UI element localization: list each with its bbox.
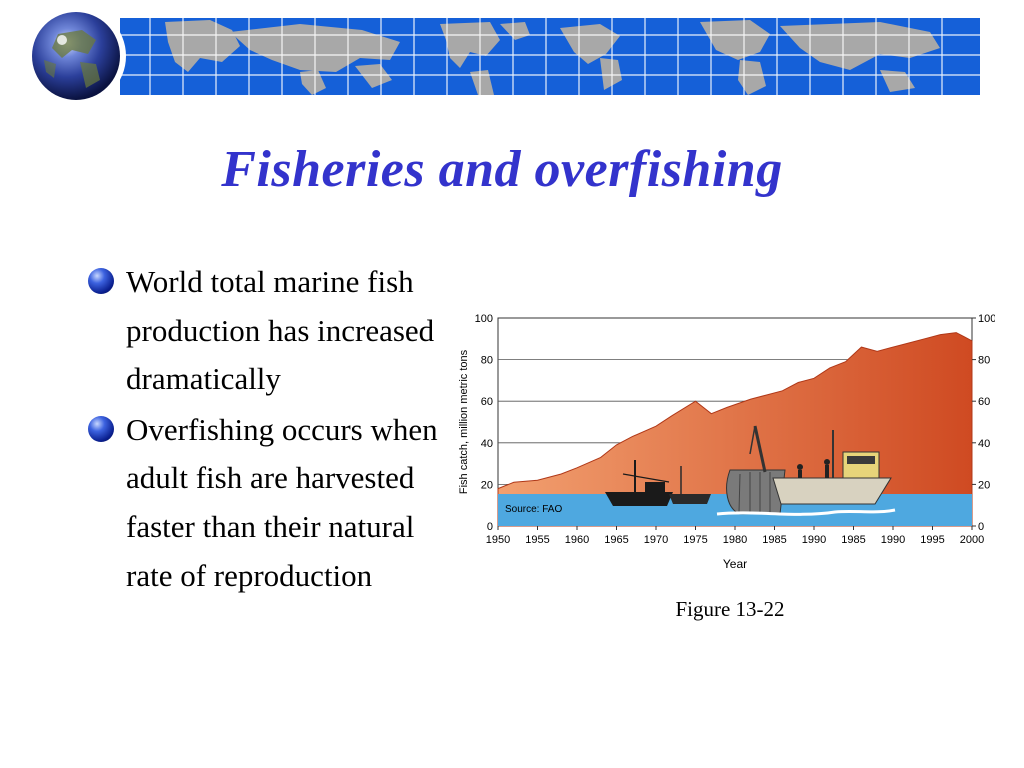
y-axis-left-ticks: 0 20 40 60 80 100 <box>475 314 493 533</box>
x-axis-label: Year <box>723 557 747 571</box>
x-axis-ticks: 1950 1955 1960 1965 1970 1975 1980 1985 1990 1985… <box>486 526 984 546</box>
x-tick-label: 1960 <box>565 534 589 546</box>
x-tick-label: 1965 <box>604 534 628 546</box>
x-tick-label: 1980 <box>723 534 747 546</box>
y-tick-label-left: 40 <box>481 438 493 450</box>
x-tick-label: 1985 <box>762 534 786 546</box>
y-tick-label-right: 20 <box>978 479 990 491</box>
globe-icon <box>32 12 120 100</box>
y-tick-label-left: 80 <box>481 355 493 367</box>
x-tick-label: 1985 <box>841 534 865 546</box>
fish-catch-chart: Source: FAO 0 20 40 60 80 100 0 20 <box>455 314 995 576</box>
y-tick-label-right: 60 <box>978 396 990 408</box>
y-tick-label-right: 40 <box>978 438 990 450</box>
x-tick-label: 1995 <box>920 534 944 546</box>
y-tick-label-right: 80 <box>978 355 990 367</box>
x-tick-label: 1990 <box>802 534 826 546</box>
bullet-text: World total marine fish production has i… <box>126 264 435 397</box>
y-tick-label-left: 60 <box>481 396 493 408</box>
bullet-list: World total marine fish production has i… <box>88 258 458 602</box>
y-tick-label-right: 0 <box>978 521 984 533</box>
x-tick-label: 1975 <box>683 534 707 546</box>
y-tick-label-left: 100 <box>475 314 493 325</box>
slide-title: Fisheries and overfishing <box>221 141 783 198</box>
bullet-sphere-icon <box>88 268 114 294</box>
source-note: Source: FAO <box>505 504 562 515</box>
y-axis-label: Fish catch, million metric tons <box>458 349 470 494</box>
figure-caption: Figure 13-22 <box>675 597 785 621</box>
y-axis-right-ticks: 0 20 40 60 80 100 <box>972 314 995 533</box>
world-map-land <box>165 20 940 95</box>
y-tick-label-right: 100 <box>978 314 995 325</box>
fishing-boats-illustration <box>605 425 896 516</box>
y-tick-label-left: 20 <box>481 479 493 491</box>
bullet-text: Overfishing occurs when adult fish are h… <box>126 411 438 593</box>
y-tick-label-left: 0 <box>487 521 493 533</box>
banner-grid <box>120 18 980 95</box>
header-banner <box>0 0 1024 110</box>
x-tick-label: 1950 <box>486 534 510 546</box>
bullet-sphere-icon <box>88 415 114 442</box>
x-tick-label: 2000 <box>960 534 984 546</box>
x-tick-label: 1990 <box>881 534 905 546</box>
bullet-item: Overfishing occurs when adult fish are h… <box>88 406 458 600</box>
bullet-item: World total marine fish production has i… <box>88 258 458 404</box>
x-tick-label: 1955 <box>525 534 549 546</box>
x-tick-label: 1970 <box>644 534 668 546</box>
